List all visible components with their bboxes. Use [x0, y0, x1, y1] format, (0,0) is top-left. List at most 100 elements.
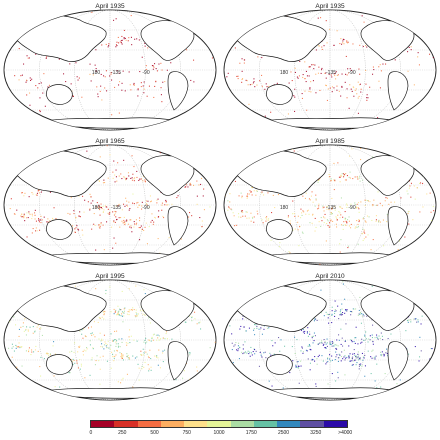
track-point [373, 357, 375, 359]
track-point [138, 227, 140, 229]
track-point [14, 213, 16, 215]
track-point [334, 75, 336, 77]
track-point [208, 285, 210, 287]
track-point [209, 298, 211, 300]
track-point [408, 210, 410, 212]
track-point [161, 69, 163, 71]
track-point [137, 88, 139, 90]
track-point [115, 216, 117, 218]
track-point [134, 38, 136, 40]
track-point [362, 217, 364, 219]
track-point [241, 210, 243, 212]
track-point [82, 234, 84, 236]
track-point [115, 343, 117, 345]
track-point [394, 59, 396, 61]
track-point [134, 223, 136, 225]
track-point [147, 47, 149, 49]
track-point [369, 86, 371, 88]
track-point [311, 222, 313, 224]
track-point [147, 364, 149, 366]
track-point [234, 344, 236, 346]
track-point [96, 355, 98, 357]
track-point [16, 366, 18, 368]
track-point [363, 229, 365, 231]
track-point [148, 339, 150, 341]
track-point [200, 125, 202, 127]
track-point [300, 329, 302, 331]
track-point [345, 179, 347, 181]
longitude-label: 180 [92, 70, 101, 76]
track-point [293, 213, 295, 215]
track-point [432, 57, 434, 59]
track-point [139, 239, 141, 241]
track-point [355, 226, 357, 228]
track-point [383, 354, 385, 356]
track-point [328, 209, 330, 211]
track-point [257, 260, 259, 262]
track-point [47, 86, 49, 88]
track-point [99, 156, 101, 158]
track-point [91, 228, 93, 230]
track-point [350, 203, 352, 205]
track-point [347, 219, 349, 221]
track-point [351, 311, 353, 313]
track-point [158, 339, 160, 341]
track-point [26, 212, 28, 214]
track-point [16, 106, 18, 108]
track-point [339, 212, 341, 214]
track-point [20, 75, 22, 77]
track-point [154, 63, 156, 65]
track-point [132, 386, 134, 388]
track-point [83, 328, 85, 330]
track-point [22, 216, 24, 218]
track-point [40, 356, 42, 358]
track-point [59, 386, 61, 388]
track-point [113, 19, 115, 21]
track-point [21, 213, 23, 215]
track-point [340, 95, 342, 97]
track-point [296, 339, 298, 341]
track-point [380, 386, 382, 388]
track-point [331, 310, 333, 312]
track-point [183, 370, 185, 372]
track-point [124, 307, 126, 309]
track-point [176, 197, 178, 199]
track-point [288, 82, 290, 84]
track-point [198, 184, 200, 186]
track-point [164, 81, 166, 83]
track-point [351, 148, 353, 150]
track-point [133, 339, 135, 341]
track-point [415, 318, 417, 320]
track-point [364, 199, 366, 201]
track-point [32, 193, 34, 195]
track-point [309, 345, 311, 347]
track-point [122, 354, 124, 356]
track-point [170, 389, 172, 391]
track-point [130, 225, 132, 227]
map-panel: April 1995 [3, 273, 217, 401]
track-point [112, 355, 114, 357]
track-point [346, 40, 348, 42]
track-point [112, 211, 114, 213]
track-point [34, 214, 36, 216]
track-point [18, 335, 20, 337]
track-point [259, 351, 261, 353]
track-point [134, 357, 136, 359]
track-point [328, 226, 330, 228]
track-point [361, 352, 363, 354]
track-point [368, 181, 370, 183]
track-point [301, 346, 303, 348]
track-point [47, 353, 49, 355]
track-point [312, 213, 314, 215]
track-point [310, 81, 312, 83]
track-point [120, 42, 122, 44]
track-point [244, 352, 246, 354]
track-point [25, 334, 27, 336]
track-point [251, 354, 253, 356]
track-point [357, 359, 359, 361]
track-point [413, 84, 415, 86]
track-point [149, 340, 151, 342]
track-point [390, 333, 392, 335]
track-point [295, 364, 297, 366]
